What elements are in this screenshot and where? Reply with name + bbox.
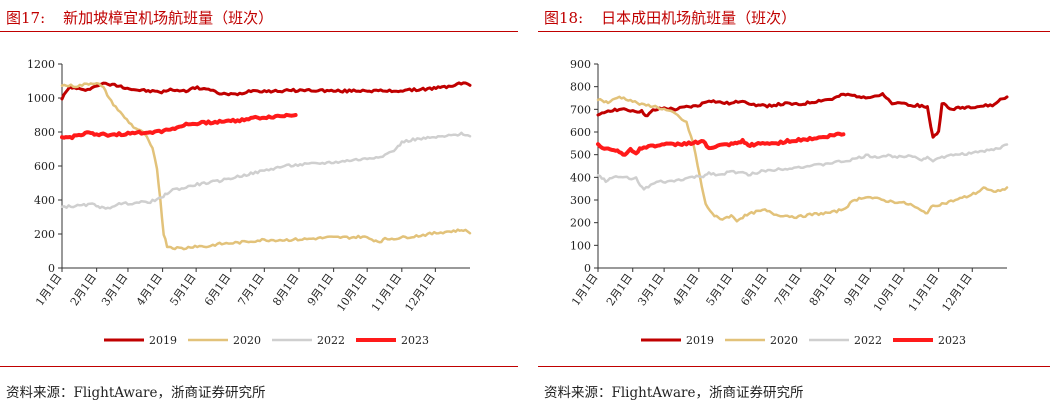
figure-title: 图18: 日本成田机场航班量（班次） xyxy=(544,7,796,28)
figure-title: 图17: 新加坡樟宜机场航班量（班次） xyxy=(6,7,273,28)
series-line-2019 xyxy=(596,92,1009,139)
x-tick-label: 2月1日 xyxy=(68,271,99,308)
x-tick-label: 7月1日 xyxy=(772,271,803,308)
y-tick-label: 200 xyxy=(34,228,55,241)
series-line-2022 xyxy=(60,131,472,210)
y-tick-label: 300 xyxy=(570,194,591,207)
y-tick-label: 0 xyxy=(584,262,591,275)
y-tick-label: 800 xyxy=(34,126,55,139)
x-tick-label: 7月1日 xyxy=(235,271,266,308)
x-tick-label: 8月1日 xyxy=(807,271,838,308)
y-tick-label: 1200 xyxy=(27,58,55,71)
title-rule xyxy=(0,31,518,32)
legend-label-2019: 2019 xyxy=(686,334,714,347)
y-tick-label: 200 xyxy=(570,217,591,230)
legend-label-2023: 2023 xyxy=(938,334,966,347)
y-tick-label: 0 xyxy=(48,262,55,275)
y-tick-label: 400 xyxy=(570,171,591,184)
y-tick-label: 900 xyxy=(570,58,591,71)
legend-label-2020: 2020 xyxy=(770,334,798,347)
x-tick-label: 4月1日 xyxy=(670,271,701,308)
x-tick-label: 10月1日 xyxy=(334,271,369,314)
x-tick-label: 11月1日 xyxy=(369,271,404,314)
figure-title-text: 新加坡樟宜机场航班量（班次） xyxy=(63,9,274,27)
series-line-2019 xyxy=(60,81,472,101)
series-line-2020 xyxy=(596,95,1009,223)
x-tick-label: 5月1日 xyxy=(167,271,198,308)
source-rule xyxy=(0,366,518,367)
x-tick-label: 12月1日 xyxy=(402,271,437,314)
x-tick-label: 5月1日 xyxy=(704,271,735,308)
x-tick-label: 9月1日 xyxy=(841,271,872,308)
x-tick-label: 11月1日 xyxy=(906,271,941,314)
legend-label-2023: 2023 xyxy=(401,334,429,347)
legend-label-2022: 2022 xyxy=(317,334,345,347)
x-tick-label: 6月1日 xyxy=(202,271,233,308)
figure-number: 图17: xyxy=(6,9,46,27)
series-line-2023 xyxy=(596,131,846,157)
chart-singapore-flights: 0 200 400 600 800 1000 1200 1月1日 2月1日 3月1日 4月1日 5月1… xyxy=(27,58,472,347)
x-tick-label: 10月1日 xyxy=(871,271,906,314)
x-tick-label: 2月1日 xyxy=(604,271,635,308)
x-tick-label: 8月1日 xyxy=(270,271,301,308)
panel-narita: 图18: 日本成田机场航班量（班次） 0 100 200 300 400 500 600 700… xyxy=(538,0,1057,404)
source-note: 资料来源：FlightAware，浙商证券研究所 xyxy=(6,385,266,401)
source-note: 资料来源：FlightAware，浙商证券研究所 xyxy=(544,385,804,401)
chart-narita-flights: 0 100 200 300 400 500 600 700 800 900 1月1日 2月1日 3月1日… xyxy=(569,58,1009,347)
y-tick-label: 700 xyxy=(570,103,591,116)
panel-singapore: 图17: 新加坡樟宜机场航班量（班次） 0 200 400 600 800 1000 1200… xyxy=(0,0,528,404)
x-tick-label: 6月1日 xyxy=(738,271,769,308)
legend-label-2022: 2022 xyxy=(854,334,882,347)
y-tick-label: 400 xyxy=(34,194,55,207)
x-tick-label: 9月1日 xyxy=(305,271,336,308)
x-tick-label: 3月1日 xyxy=(635,271,666,308)
series-line-2020 xyxy=(60,81,472,251)
series-line-2022 xyxy=(596,143,1009,191)
x-tick-label: 1月1日 xyxy=(569,271,600,308)
x-tick-label: 3月1日 xyxy=(99,271,130,308)
x-tick-label: 12月1日 xyxy=(939,271,974,314)
y-tick-label: 100 xyxy=(570,239,591,252)
figure-title-text: 日本成田机场航班量（班次） xyxy=(601,9,797,27)
figure-number: 图18: xyxy=(544,9,584,27)
x-tick-label: 4月1日 xyxy=(134,271,165,308)
legend-label-2019: 2019 xyxy=(149,334,177,347)
x-tick-label: 1月1日 xyxy=(33,271,64,308)
y-tick-label: 1000 xyxy=(27,92,55,105)
y-tick-label: 800 xyxy=(570,81,591,94)
y-tick-label: 600 xyxy=(570,126,591,139)
title-rule xyxy=(538,31,1050,32)
source-rule xyxy=(538,366,1050,367)
y-tick-label: 500 xyxy=(570,149,591,162)
y-tick-label: 600 xyxy=(34,160,55,173)
legend-label-2020: 2020 xyxy=(233,334,261,347)
series-line-2023 xyxy=(60,112,298,141)
